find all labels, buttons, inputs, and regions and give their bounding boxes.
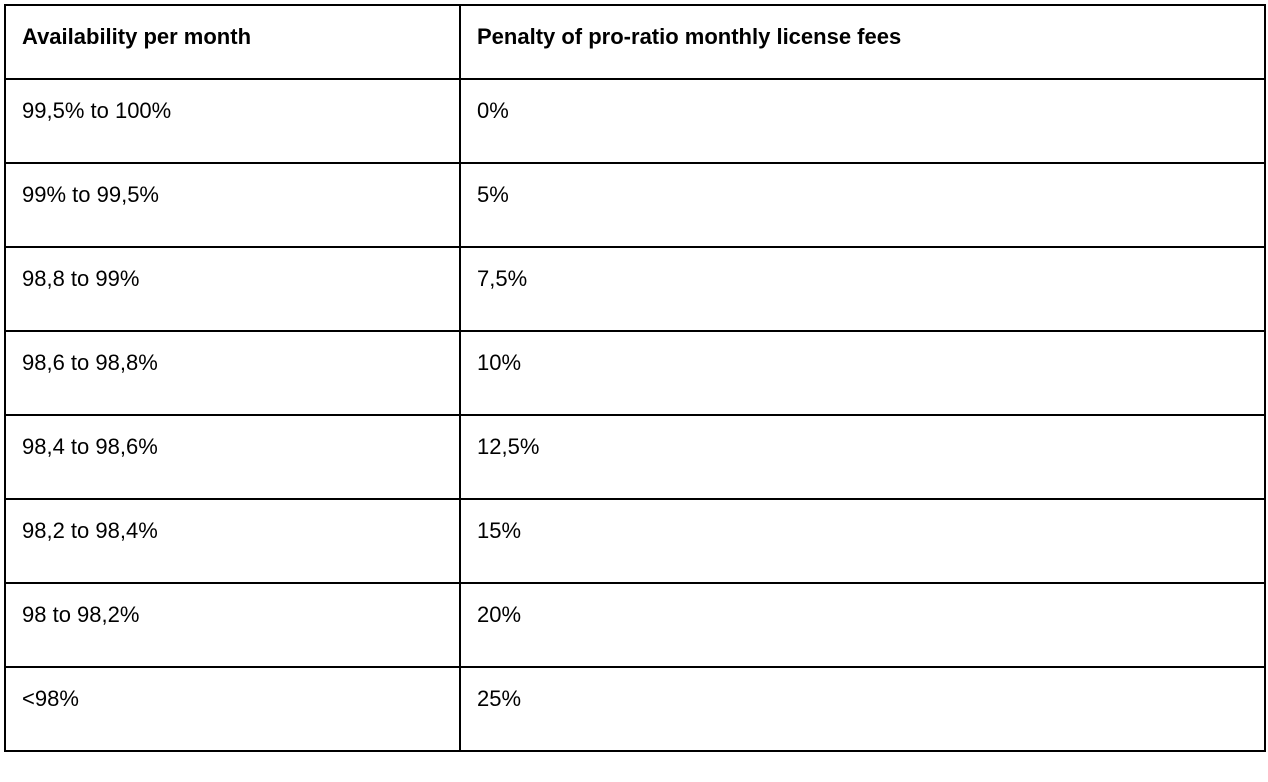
cell-availability: 98,6 to 98,8% — [5, 331, 460, 415]
column-header-penalty: Penalty of pro-ratio monthly license fee… — [460, 5, 1265, 79]
table-header-row: Availability per month Penalty of pro-ra… — [5, 5, 1265, 79]
table-row: 98,6 to 98,8% 10% — [5, 331, 1265, 415]
cell-availability: 98 to 98,2% — [5, 583, 460, 667]
cell-penalty: 10% — [460, 331, 1265, 415]
cell-availability: 99% to 99,5% — [5, 163, 460, 247]
table-row: 98,2 to 98,4% 15% — [5, 499, 1265, 583]
cell-availability: 98,2 to 98,4% — [5, 499, 460, 583]
table-row: 98 to 98,2% 20% — [5, 583, 1265, 667]
cell-availability: 98,8 to 99% — [5, 247, 460, 331]
cell-availability: <98% — [5, 667, 460, 751]
cell-penalty: 7,5% — [460, 247, 1265, 331]
table-row: 98,8 to 99% 7,5% — [5, 247, 1265, 331]
cell-penalty: 5% — [460, 163, 1265, 247]
cell-penalty: 12,5% — [460, 415, 1265, 499]
cell-penalty: 15% — [460, 499, 1265, 583]
table-row: <98% 25% — [5, 667, 1265, 751]
table-row: 98,4 to 98,6% 12,5% — [5, 415, 1265, 499]
cell-penalty: 0% — [460, 79, 1265, 163]
cell-penalty: 20% — [460, 583, 1265, 667]
cell-penalty: 25% — [460, 667, 1265, 751]
table-row: 99% to 99,5% 5% — [5, 163, 1265, 247]
cell-availability: 98,4 to 98,6% — [5, 415, 460, 499]
cell-availability: 99,5% to 100% — [5, 79, 460, 163]
column-header-availability: Availability per month — [5, 5, 460, 79]
sla-penalty-table: Availability per month Penalty of pro-ra… — [4, 4, 1266, 752]
table-row: 99,5% to 100% 0% — [5, 79, 1265, 163]
